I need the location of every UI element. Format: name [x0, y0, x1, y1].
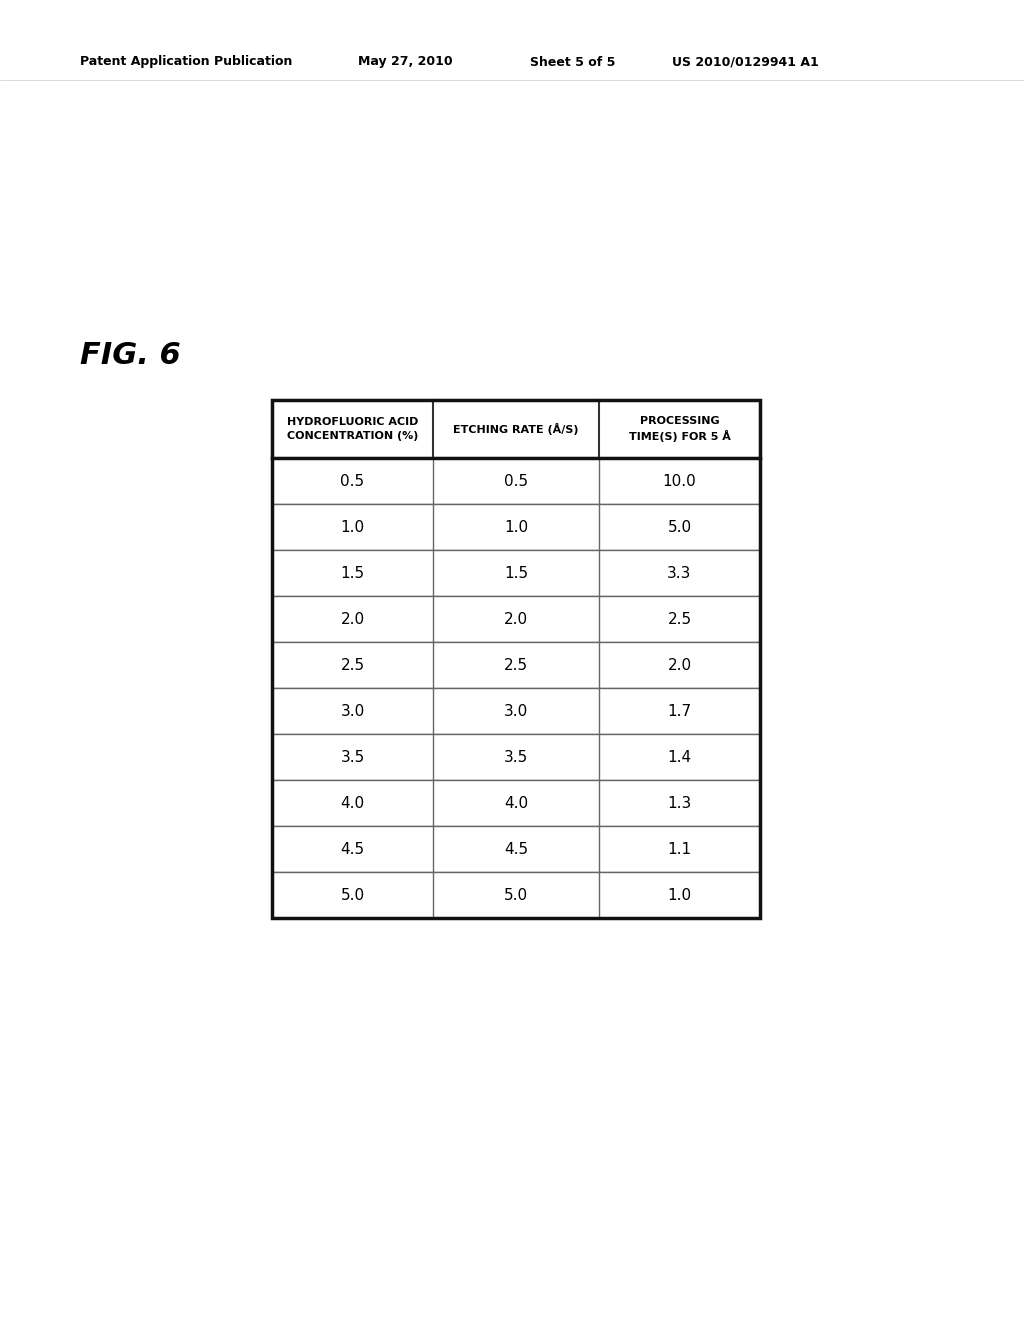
Bar: [272, 400, 760, 458]
Bar: [272, 400, 760, 917]
Text: 4.0: 4.0: [340, 796, 365, 810]
Text: FIG. 6: FIG. 6: [80, 341, 181, 370]
Text: 5.0: 5.0: [340, 887, 365, 903]
Text: 3.0: 3.0: [504, 704, 528, 718]
Bar: [272, 458, 760, 504]
Text: 1.5: 1.5: [504, 565, 528, 581]
Text: 0.5: 0.5: [504, 474, 528, 488]
Text: 4.5: 4.5: [504, 842, 528, 857]
Text: Sheet 5 of 5: Sheet 5 of 5: [530, 55, 615, 69]
Text: 2.5: 2.5: [668, 611, 691, 627]
Text: 1.0: 1.0: [504, 520, 528, 535]
Text: May 27, 2010: May 27, 2010: [358, 55, 453, 69]
Text: 3.5: 3.5: [340, 750, 365, 764]
Text: 5.0: 5.0: [504, 887, 528, 903]
Bar: [272, 873, 760, 917]
Bar: [272, 688, 760, 734]
Bar: [272, 550, 760, 597]
Bar: [272, 597, 760, 642]
Text: Patent Application Publication: Patent Application Publication: [80, 55, 293, 69]
Text: 3.0: 3.0: [340, 704, 365, 718]
Text: US 2010/0129941 A1: US 2010/0129941 A1: [672, 55, 819, 69]
Bar: [272, 642, 760, 688]
Text: 2.5: 2.5: [340, 657, 365, 672]
Text: 1.7: 1.7: [668, 704, 691, 718]
Text: 1.1: 1.1: [668, 842, 691, 857]
Text: 10.0: 10.0: [663, 474, 696, 488]
Text: 1.0: 1.0: [668, 887, 691, 903]
Text: 2.5: 2.5: [504, 657, 528, 672]
Text: 1.5: 1.5: [340, 565, 365, 581]
Text: 0.5: 0.5: [340, 474, 365, 488]
Bar: [272, 780, 760, 826]
Bar: [272, 826, 760, 873]
Text: ETCHING RATE (Å/S): ETCHING RATE (Å/S): [454, 422, 579, 436]
Text: 4.5: 4.5: [340, 842, 365, 857]
Text: PROCESSING
TIME(S) FOR 5 Å: PROCESSING TIME(S) FOR 5 Å: [629, 416, 730, 442]
Text: HYDROFLUORIC ACID
CONCENTRATION (%): HYDROFLUORIC ACID CONCENTRATION (%): [287, 417, 418, 441]
Text: 2.0: 2.0: [340, 611, 365, 627]
Text: 2.0: 2.0: [668, 657, 691, 672]
Text: 4.0: 4.0: [504, 796, 528, 810]
Text: 5.0: 5.0: [668, 520, 691, 535]
Text: 1.4: 1.4: [668, 750, 691, 764]
Bar: [272, 734, 760, 780]
Text: 2.0: 2.0: [504, 611, 528, 627]
Text: 3.5: 3.5: [504, 750, 528, 764]
Text: 1.3: 1.3: [668, 796, 691, 810]
Text: 3.3: 3.3: [668, 565, 691, 581]
Text: 1.0: 1.0: [340, 520, 365, 535]
Bar: [272, 504, 760, 550]
